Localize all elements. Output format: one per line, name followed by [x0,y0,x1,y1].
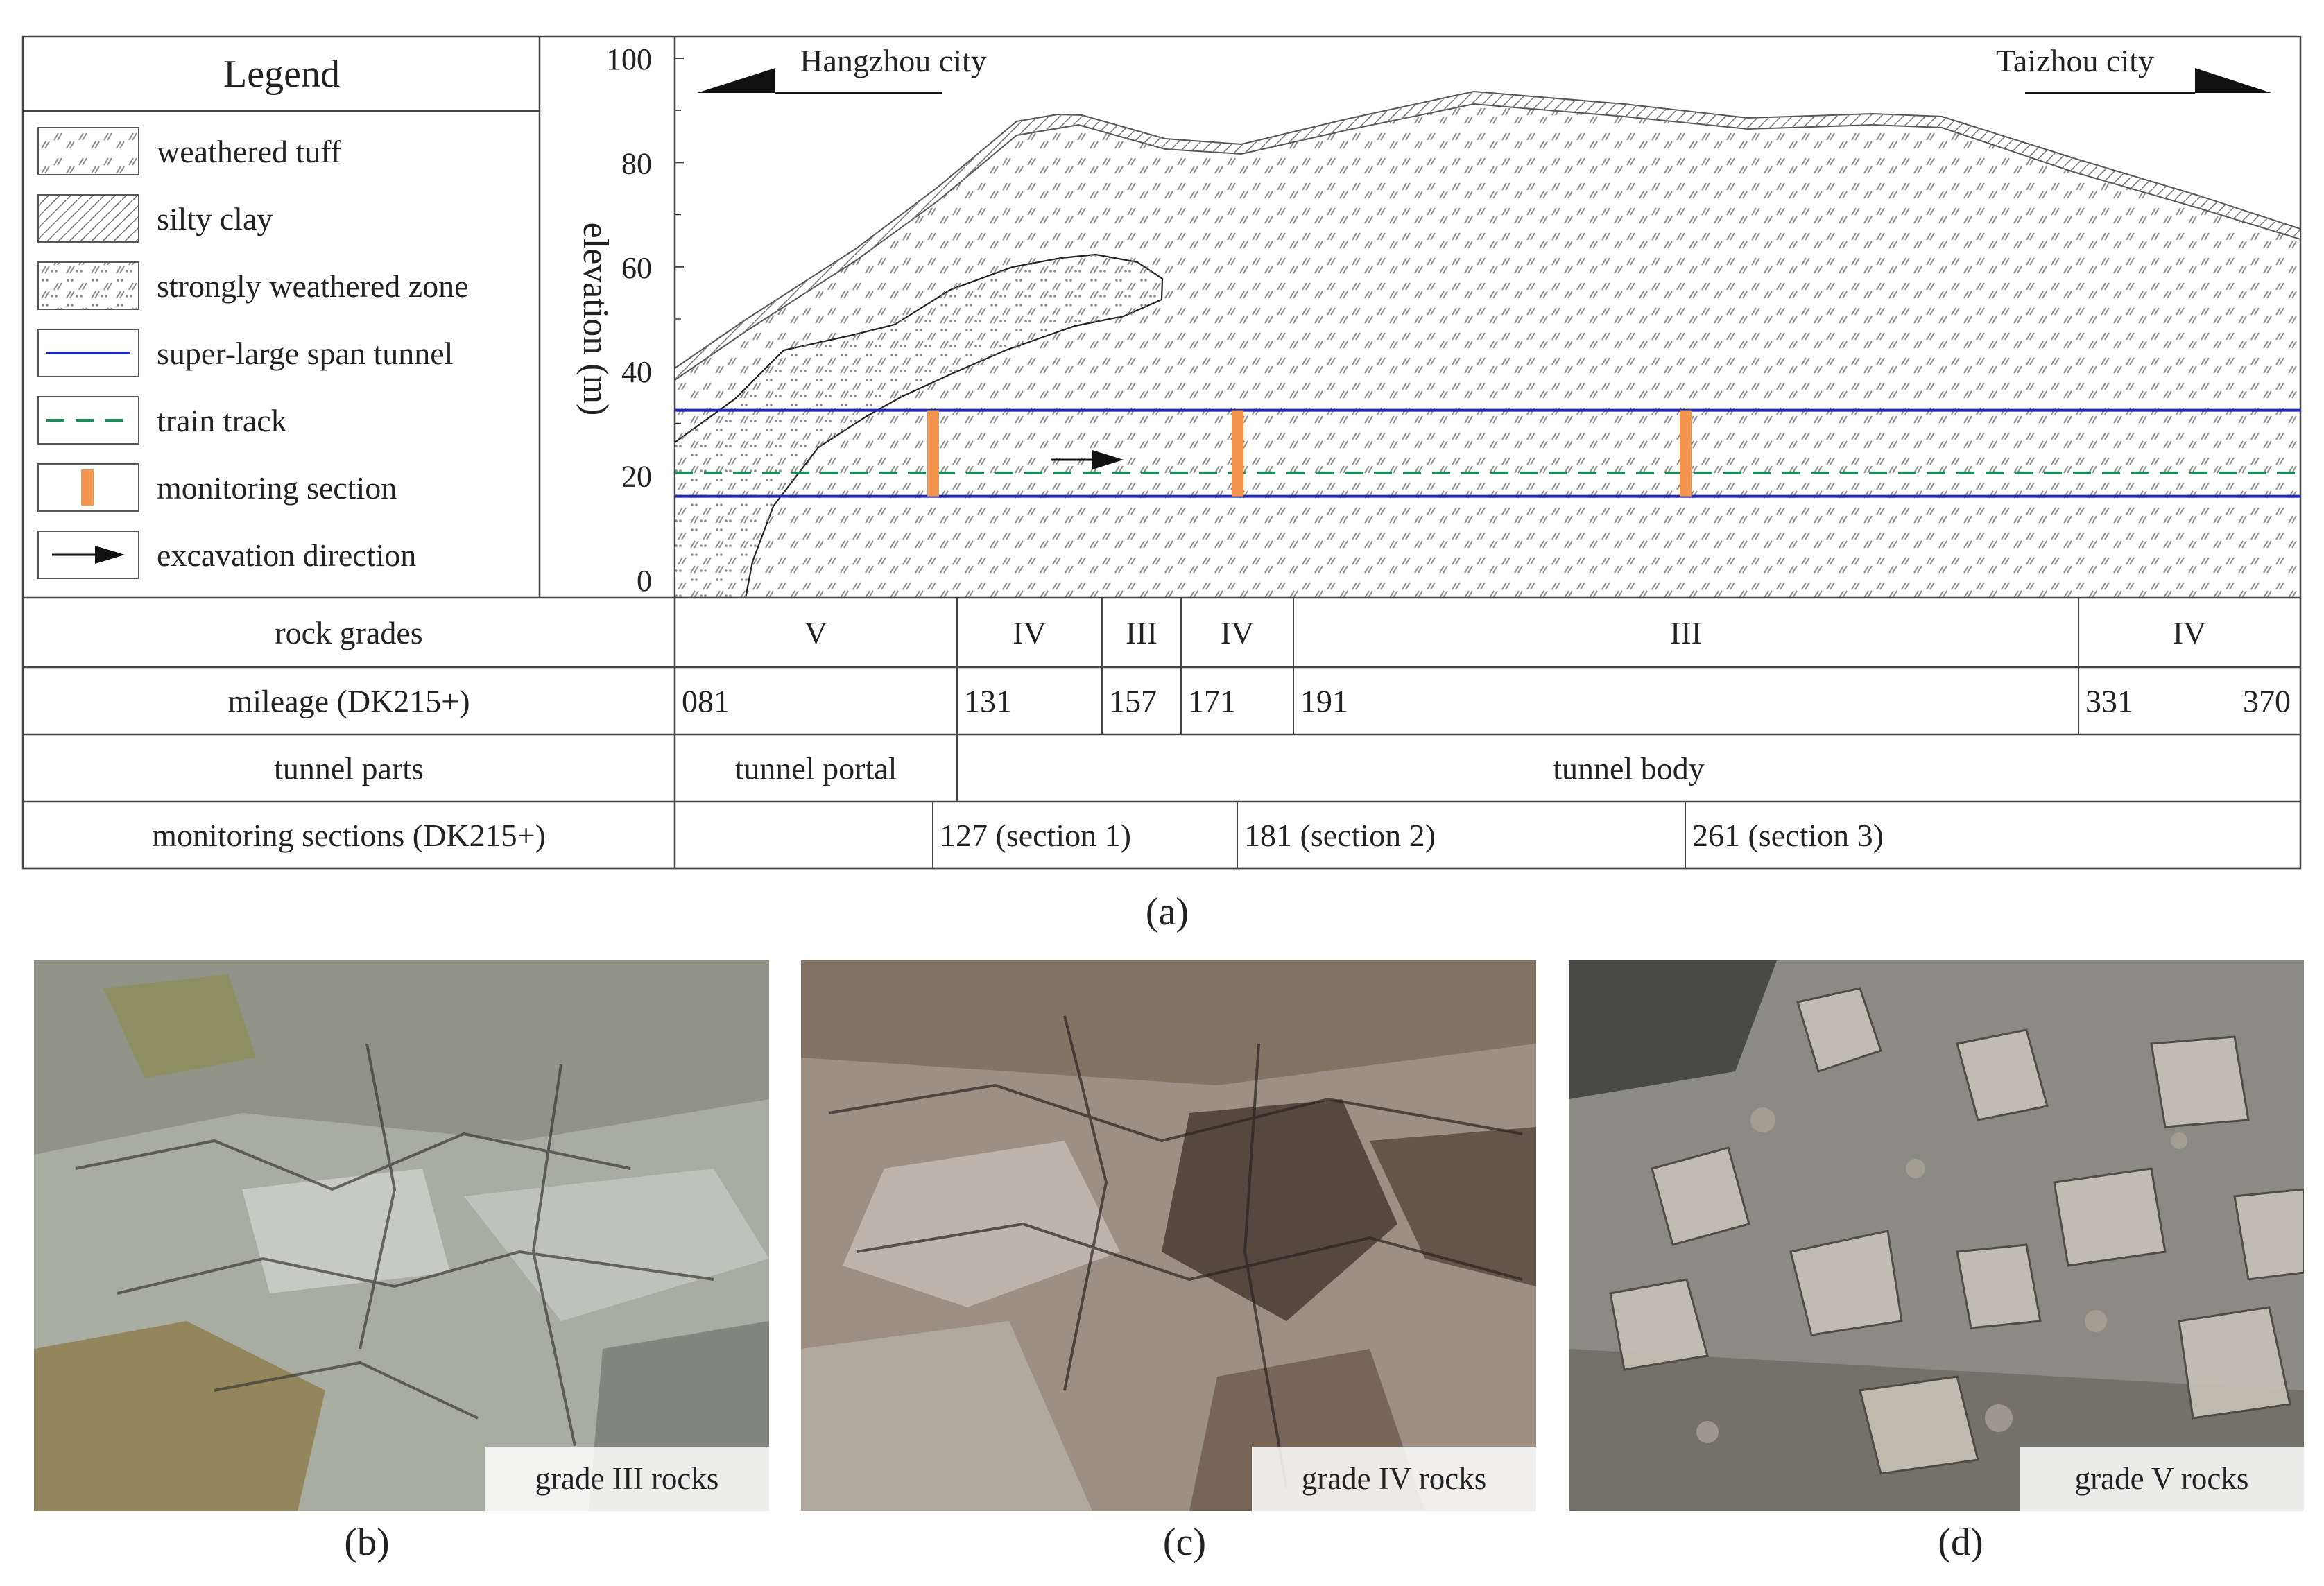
monitoring-section-bar-1 [927,410,939,497]
photo-grade-iii: grade III rocks [34,960,769,1511]
table-row-header: mileage (DK215+) [227,684,470,719]
table-cell: 127 (section 1) [940,818,1131,853]
table-cell: IV [2173,615,2207,650]
table-cell-end: 370 [2243,684,2291,719]
legend-item-silty-clay: silty clay [37,194,273,243]
weathered-tuff-region [675,104,2300,598]
taizhou-direction: Taizhou city [1996,43,2271,94]
table-cell: 131 [964,684,1012,719]
caption-c: (c) [1162,1521,1207,1564]
photo-grade-v: grade V rocks [1569,960,2304,1511]
legend-item-monitoring-bar: monitoring section [37,463,397,512]
info-table: rock grades V IV III IV III IV mileage (DK215+)… [23,596,2300,870]
caption-b: (b) [344,1521,390,1564]
table-cell: III [1126,615,1157,650]
table-cell: 181 (section 2) [1244,818,1436,853]
table-cell: III [1670,615,1702,650]
table-cell: 261 (section 3) [1692,818,1884,853]
photo-label-grade-v: grade V rocks [2020,1447,2304,1511]
photo-grade-iv: grade IV rocks [801,960,1536,1511]
y-axis-label: elevation (m) [576,223,615,416]
table-row-header: monitoring sections (DK215+) [152,818,546,853]
legend-label-weathered-tuff: weathered tuff [157,134,342,169]
hangzhou-city-label: Hangzhou city [800,43,987,78]
table-cell: 171 [1188,684,1236,719]
excavation-arrow [1051,450,1124,469]
y-tick-label: 60 [621,251,652,285]
caption-a: (a) [1146,890,1189,933]
y-tick-label: 80 [621,146,652,180]
photo-label-grade-iv: grade IV rocks [1252,1447,1536,1511]
photo-label-grade-iii: grade III rocks [485,1447,769,1511]
legend-item-track-line: train track [37,396,287,445]
legend-swatch-strongly-weathered [37,261,139,310]
legend-label-monitoring-bar: monitoring section [157,470,397,506]
y-tick-label: 0 [637,564,652,598]
table-cell: tunnel body [1553,751,1704,786]
caption-d: (d) [1938,1521,1983,1564]
hangzhou-direction: Hangzhou city [697,43,987,94]
legend-item-arrow: excavation direction [37,531,416,579]
legend-item-tunnel-line: super-large span tunnel [37,329,453,377]
table-cell: IV [1013,615,1047,650]
legend-swatch-weathered-tuff [37,127,139,175]
legend-label-track-line: train track [157,403,287,438]
profile-plot: 100 80 60 40 20 0 elevation (m) Hangzhou city [576,37,2300,598]
table-cell: 081 [682,684,730,719]
legend-label-silty-clay: silty clay [157,201,273,236]
legend-swatch-silty-clay [37,194,139,243]
taizhou-city-label: Taizhou city [1996,43,2154,78]
y-tick-label: 40 [621,355,652,389]
table-row-header: rock grades [275,615,422,650]
table-cell: 191 [1300,684,1348,719]
legend-item-strongly-weathered: strongly weathered zone [37,261,469,310]
y-tick-label: 100 [606,42,652,76]
y-tick-label: 20 [621,460,652,494]
table-cell: tunnel portal [735,751,897,786]
table-cell: V [804,615,827,650]
table-cell: IV [1221,615,1255,650]
table-row-header: tunnel parts [274,751,424,786]
legend-label-arrow: excavation direction [157,537,416,573]
monitoring-section-bar-3 [1680,410,1692,497]
table-cell: 157 [1109,684,1157,719]
table-cell: 331 [2085,684,2133,719]
legend-item-weathered-tuff: weathered tuff [37,127,342,175]
legend-label-strongly-weathered: strongly weathered zone [157,268,469,304]
legend-panel: Legend weathered tuff silty clay strongly … [23,37,541,598]
legend-label-tunnel-line: super-large span tunnel [157,336,453,371]
legend-title: Legend [223,53,340,96]
monitoring-section-bar-2 [1232,410,1243,497]
